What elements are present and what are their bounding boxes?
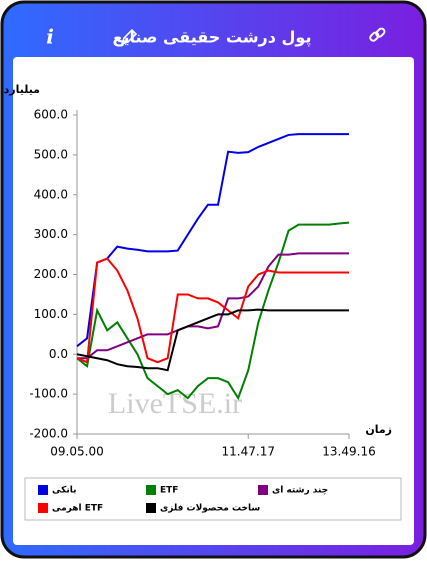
series-line bbox=[77, 252, 349, 360]
legend-label: ETF bbox=[160, 486, 178, 496]
series-line bbox=[76, 308, 349, 372]
y-tick-label: -200.0 bbox=[29, 427, 68, 441]
series-line bbox=[76, 133, 349, 348]
y-tick-label: 300.0 bbox=[34, 227, 68, 241]
y-tick-label: -100.0 bbox=[29, 387, 68, 401]
y-axis-label: میلیارد تومان bbox=[0, 83, 40, 96]
legend-swatch bbox=[146, 503, 156, 513]
watermark: LiveTSE.ir bbox=[108, 387, 242, 420]
y-tick-label: 500.0 bbox=[34, 147, 68, 161]
edit-icon[interactable] bbox=[120, 28, 138, 46]
page-title: پول درشت حقیقی صنایع bbox=[113, 28, 312, 48]
legend-label: بانکی bbox=[52, 486, 76, 496]
y-tick-label: 600.0 bbox=[34, 108, 68, 122]
x-axis-label: زمان bbox=[365, 423, 392, 436]
legend-swatch bbox=[258, 485, 268, 495]
x-tick-label: 09.05.00 bbox=[50, 445, 103, 459]
legend-swatch bbox=[146, 485, 156, 495]
series-line bbox=[76, 257, 349, 364]
y-tick-label: 100.0 bbox=[34, 307, 68, 321]
legend-label: ساخت محصولات فلزی bbox=[160, 504, 260, 514]
series-line bbox=[76, 221, 350, 401]
link-icon[interactable] bbox=[369, 27, 386, 42]
y-tick-label: 400.0 bbox=[34, 187, 68, 201]
y-tick-label: 0.0 bbox=[49, 347, 68, 361]
chart: LiveTSE.ir میلیارد تومان زمان 600.0 500.0 400… bbox=[0, 83, 392, 514]
x-tick-label: 11.47.17 bbox=[222, 445, 275, 459]
legend-swatch bbox=[38, 485, 48, 495]
x-tick-label: 13.49.16 bbox=[322, 445, 375, 459]
legend-label: چند رشته ای bbox=[272, 486, 328, 496]
legend-swatch bbox=[38, 503, 48, 513]
legend-box bbox=[24, 477, 402, 521]
info-button[interactable]: i bbox=[46, 25, 54, 49]
y-tick-label: 200.0 bbox=[34, 267, 68, 281]
legend-label: اهرمی ETF bbox=[52, 504, 103, 514]
